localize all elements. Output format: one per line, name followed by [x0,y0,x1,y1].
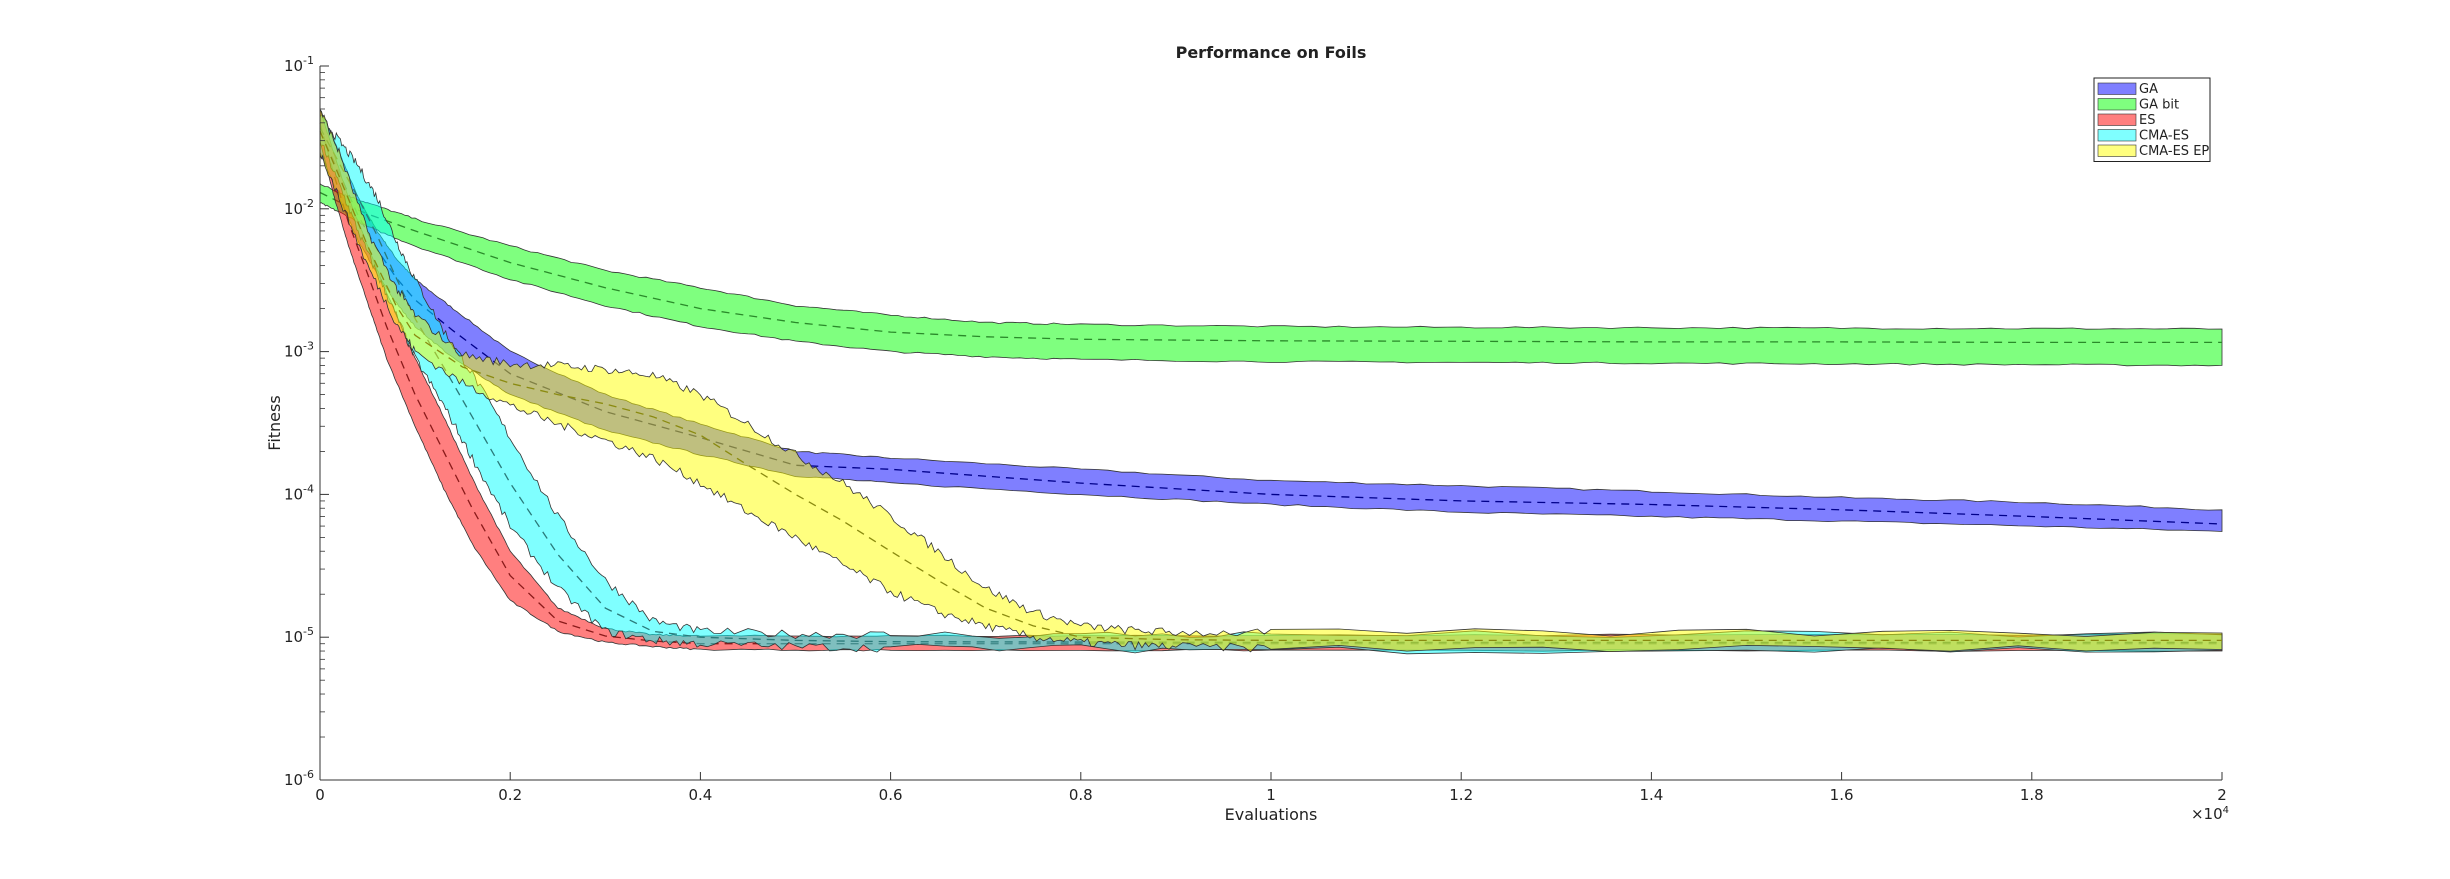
axes-layer: 0 0.2 0.4 0.6 0.8 1 1.2 1.4 1.6 1.8 2×104 10-1 10-2 1… [284,54,2229,823]
x-axis-multiplier: ×104 [2191,805,2229,823]
y-tick-label: 10-3 [284,340,314,361]
y-axis-label: Fitness [265,395,284,450]
chart-title: Performance on Foils [1176,43,1367,62]
band-es [319,109,2223,652]
band-ga-bit [319,182,2223,367]
y-tick-label: 10-1 [284,54,314,75]
y-tick-label: 10-5 [284,625,314,646]
x-axis-label: Evaluations [1225,805,1318,824]
mean-line-cma-es [319,127,2222,644]
x-tick-label: 0.4 [688,786,712,804]
y-tick-label: 10-2 [284,197,314,218]
legend-swatch [2097,98,2137,111]
legend-label: CMA-ES EP [2139,144,2209,159]
x-tick-label: 1.8 [2020,786,2044,804]
x-tick-label: 1.4 [1639,786,1663,804]
legend-label: ES [2139,113,2155,128]
band-cma-es-ep [319,107,2223,653]
mean-line-ga-bit [319,191,2222,344]
x-tick-label: 0.8 [1069,786,1093,804]
x-tick-label: 2 [2217,786,2227,804]
legend-label: CMA-ES [2139,129,2189,144]
legend-label: GA [2139,82,2158,97]
y-tick-label: 10-6 [284,768,314,789]
x-tick-label: 0.6 [879,786,903,804]
band-cma-es [319,114,2223,655]
legend-label: GA bit [2139,98,2179,113]
legend-swatch [2097,82,2137,95]
x-tick-label: 1.2 [1449,786,1473,804]
legend-swatch [2097,113,2137,126]
legend-swatch [2097,144,2137,157]
mean-line-cma-es-ep [319,130,2222,642]
x-tick-label: 0.2 [498,786,522,804]
bands-layer [319,107,2223,655]
y-tick-label: 10-4 [284,482,314,503]
x-tick-label: 0 [315,786,325,804]
x-tick-label: 1.6 [1830,786,1854,804]
legend-swatch [2097,129,2137,142]
x-tick-label: 1 [1266,786,1276,804]
